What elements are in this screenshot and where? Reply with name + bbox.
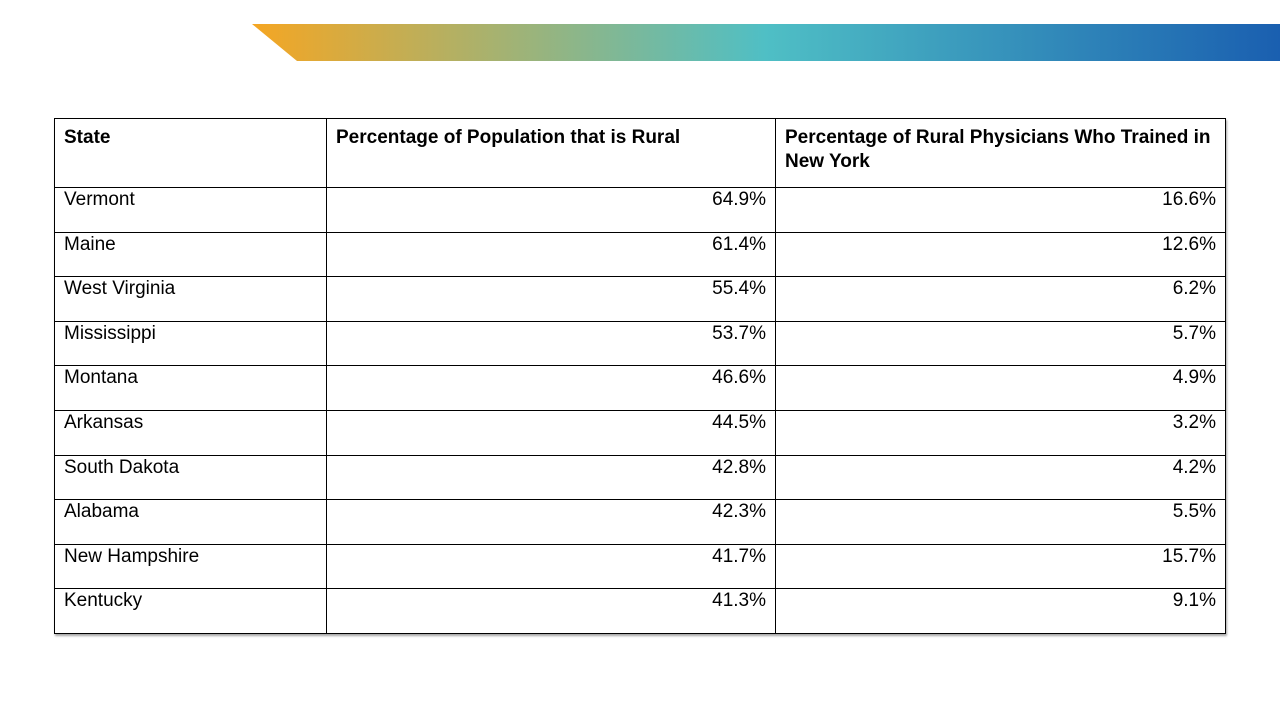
rural-population-cell: 55.4% xyxy=(326,276,776,322)
rural-population-cell: 41.7% xyxy=(326,543,776,590)
state-cell: South Dakota xyxy=(54,454,327,501)
table-row: Arkansas 44.5% 3.2% xyxy=(54,409,1226,456)
rural-physicians-ny-cell: 4.9% xyxy=(775,365,1226,411)
state-cell: Mississippi xyxy=(54,320,327,367)
state-cell: Arkansas xyxy=(54,409,327,456)
rural-physicians-ny-cell: 5.7% xyxy=(775,320,1226,367)
table-row: Alabama 42.3% 5.5% xyxy=(54,499,1226,545)
state-cell: Alabama xyxy=(54,499,327,545)
state-cell: Kentucky xyxy=(54,588,327,634)
rural-population-cell: 42.8% xyxy=(326,454,776,501)
header-gradient-banner xyxy=(252,24,1280,61)
rural-population-cell: 64.9% xyxy=(326,187,776,233)
table-body: Vermont 64.9% 16.6% Maine 61.4% 12.6% West Vir… xyxy=(54,187,1226,634)
column-header-rural-population: Percentage of Population that is Rural xyxy=(326,118,776,188)
state-cell: Maine xyxy=(54,231,327,278)
rural-physicians-ny-cell: 4.2% xyxy=(775,454,1226,501)
rural-population-cell: 41.3% xyxy=(326,588,776,634)
table-row: Mississippi 53.7% 5.7% xyxy=(54,320,1226,367)
table-row: Kentucky 41.3% 9.1% xyxy=(54,588,1226,634)
rural-physicians-ny-cell: 12.6% xyxy=(775,231,1226,278)
rural-population-cell: 44.5% xyxy=(326,409,776,456)
table-row: West Virginia 55.4% 6.2% xyxy=(54,276,1226,322)
state-cell: Montana xyxy=(54,365,327,411)
table-row: Vermont 64.9% 16.6% xyxy=(54,187,1226,233)
rural-physicians-ny-cell: 5.5% xyxy=(775,499,1226,545)
state-cell: Vermont xyxy=(54,187,327,233)
rural-population-cell: 42.3% xyxy=(326,499,776,545)
rural-physicians-ny-cell: 16.6% xyxy=(775,187,1226,233)
table-row: Montana 46.6% 4.9% xyxy=(54,365,1226,411)
rural-population-cell: 61.4% xyxy=(326,231,776,278)
table-row: Maine 61.4% 12.6% xyxy=(54,231,1226,278)
banner-shape xyxy=(252,24,1280,61)
table-row: South Dakota 42.8% 4.2% xyxy=(54,454,1226,501)
table-row: New Hampshire 41.7% 15.7% xyxy=(54,543,1226,590)
state-cell: West Virginia xyxy=(54,276,327,322)
column-header-state: State xyxy=(54,118,327,188)
column-header-rural-physicians-ny: Percentage of Rural Physicians Who Train… xyxy=(775,118,1226,188)
rural-physicians-ny-cell: 6.2% xyxy=(775,276,1226,322)
rural-physicians-ny-cell: 15.7% xyxy=(775,543,1226,590)
state-cell: New Hampshire xyxy=(54,543,327,590)
rural-physicians-ny-cell: 3.2% xyxy=(775,409,1226,456)
rural-population-cell: 53.7% xyxy=(326,320,776,367)
rural-physicians-ny-cell: 9.1% xyxy=(775,588,1226,634)
table-header-row: State Percentage of Population that is R… xyxy=(54,118,1226,188)
rural-physicians-table: State Percentage of Population that is R… xyxy=(54,118,1226,634)
rural-population-cell: 46.6% xyxy=(326,365,776,411)
